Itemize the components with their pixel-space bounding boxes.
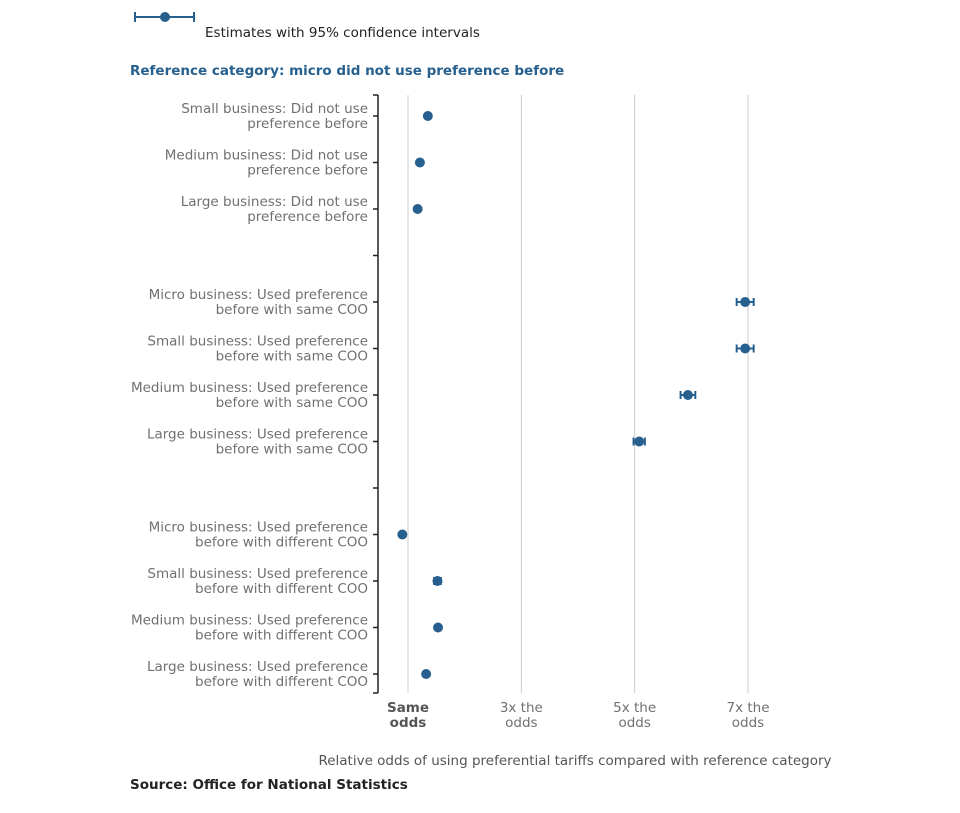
category-label: Small business: Did not use	[181, 101, 368, 117]
category-label: before with same COO	[216, 349, 368, 365]
category-label: Large business: Used preference	[147, 427, 368, 443]
category-label: Medium business: Used preference	[131, 613, 368, 629]
category-label: Large business: Used preference	[147, 659, 368, 675]
category-label: preference before	[247, 116, 368, 132]
source-note: Source: Office for National Statistics	[130, 777, 408, 793]
x-axis-label: Relative odds of using preferential tari…	[318, 753, 831, 769]
x-tick-label: odds	[390, 715, 427, 731]
category-label: before with same COO	[216, 302, 368, 318]
legend: Estimates with 95% confidence intervals	[134, 12, 480, 41]
category-label: Small business: Used preference	[147, 334, 368, 350]
category-label: Small business: Used preference	[147, 566, 368, 582]
estimate-point	[634, 436, 645, 447]
estimate-point	[421, 669, 432, 679]
y-axis	[373, 94, 379, 694]
x-tick-label: 7x the	[726, 700, 769, 716]
data-marks	[397, 111, 755, 679]
category-label: Large business: Did not use	[181, 194, 368, 210]
estimate-point	[397, 529, 408, 540]
category-label: Medium business: Did not use	[165, 148, 368, 164]
x-tick-label: 5x the	[613, 700, 656, 716]
x-tick-label: odds	[505, 715, 537, 731]
category-label: before with different COO	[195, 581, 368, 597]
category-label: before with different COO	[195, 628, 368, 644]
category-label: before with different COO	[195, 674, 368, 690]
estimate-point	[433, 622, 444, 633]
estimate-point	[432, 576, 443, 586]
category-label: before with same COO	[216, 395, 368, 411]
category-label: before with different COO	[195, 535, 368, 551]
category-label: before with same COO	[216, 442, 368, 458]
estimate-point	[682, 390, 693, 400]
gridlines	[407, 95, 749, 693]
estimate-point	[412, 204, 423, 214]
category-label: Micro business: Used preference	[149, 520, 368, 536]
x-tick-label: odds	[732, 715, 764, 731]
category-label: Medium business: Used preference	[131, 380, 368, 396]
estimate-point	[422, 111, 433, 121]
legend-label: Estimates with 95% confidence intervals	[205, 25, 480, 41]
category-label: Micro business: Used preference	[149, 287, 368, 303]
x-tick-label: 3x the	[500, 700, 543, 716]
estimate-point	[740, 343, 751, 354]
legend-ci-icon	[134, 12, 195, 22]
estimate-point	[740, 297, 751, 307]
x-tick-label: odds	[618, 715, 650, 731]
estimate-point	[414, 157, 425, 168]
category-label: preference before	[247, 209, 368, 225]
category-label: preference before	[247, 163, 368, 179]
x-tick-label: Same	[387, 700, 429, 716]
reference-category-note: Reference category: micro did not use pr…	[130, 63, 564, 79]
